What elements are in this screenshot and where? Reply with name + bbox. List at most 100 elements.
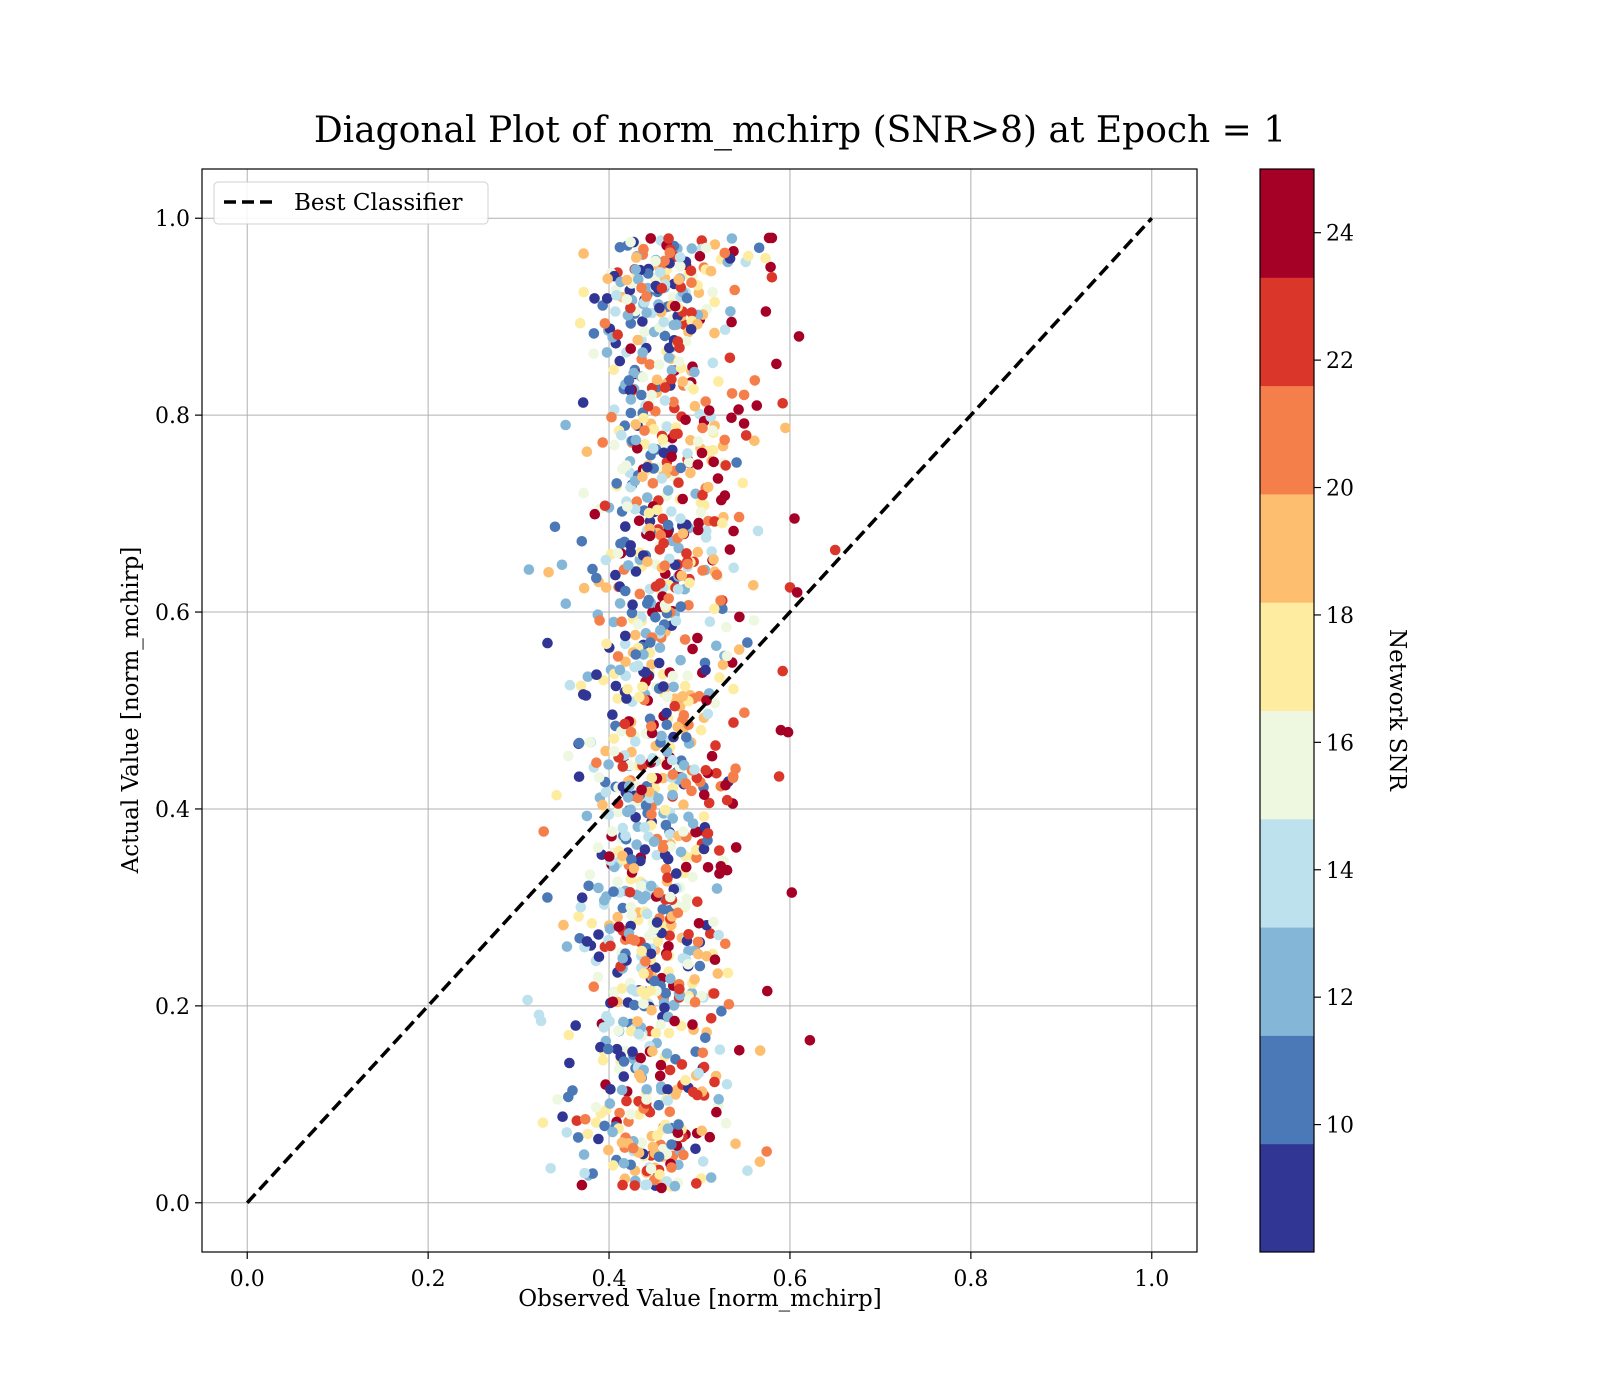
- scatter-point: [669, 300, 681, 312]
- scatter-point: [655, 1019, 666, 1030]
- scatter-point: [666, 1139, 677, 1150]
- scatter-point: [605, 940, 616, 952]
- scatter-point: [672, 336, 684, 347]
- scatter-point: [720, 938, 731, 950]
- colorbar-bin: [1260, 385, 1314, 495]
- scatter-point: [561, 941, 573, 952]
- scatter-point: [675, 601, 687, 612]
- scatter-point: [684, 577, 695, 589]
- scatter-point: [738, 389, 750, 401]
- scatter-point: [625, 901, 637, 913]
- scatter-point: [606, 826, 618, 837]
- scatter-point: [614, 664, 626, 676]
- scatter-point: [648, 423, 660, 435]
- scatter-point: [632, 792, 644, 804]
- x-tick-label: 0.2: [411, 1267, 446, 1292]
- scatter-point: [707, 425, 718, 436]
- scatter-point: [754, 1045, 766, 1056]
- scatter-point: [652, 936, 664, 947]
- scatter-point: [651, 917, 663, 928]
- scatter-point: [739, 707, 750, 718]
- scatter-point: [696, 1125, 708, 1137]
- scatter-point: [641, 1084, 652, 1095]
- scatter-point: [664, 247, 676, 258]
- scatter-point: [661, 1048, 673, 1059]
- scatter-point: [651, 849, 663, 861]
- legend-label-best-classifier: Best Classifier: [294, 190, 462, 216]
- scatter-point: [639, 822, 650, 833]
- scatter-point: [650, 255, 661, 267]
- scatter-point: [660, 863, 672, 875]
- scatter-point: [617, 902, 629, 914]
- scatter-point: [632, 443, 643, 454]
- scatter-point: [681, 732, 692, 743]
- scatter-point: [692, 632, 703, 644]
- scatter-point: [697, 1156, 709, 1167]
- scatter-point: [638, 412, 649, 424]
- scatter-point: [829, 544, 841, 556]
- scatter-point: [581, 446, 593, 458]
- scatter-point: [752, 525, 764, 537]
- scatter-point: [669, 700, 681, 712]
- scatter-point: [589, 508, 601, 520]
- scatter-point: [632, 1016, 643, 1027]
- scatter-point: [694, 960, 706, 972]
- scatter-point: [700, 765, 712, 776]
- scatter-point: [708, 988, 720, 999]
- scatter-point: [662, 485, 674, 496]
- scatter-point: [702, 481, 714, 493]
- scatter-point: [610, 569, 621, 581]
- scatter-point: [686, 277, 697, 289]
- scatter-point: [652, 504, 663, 516]
- scatter-point: [648, 836, 660, 847]
- scatter-point: [689, 996, 701, 1008]
- scatter-point: [675, 261, 686, 272]
- scatter-point: [695, 724, 707, 736]
- scatter-point: [575, 901, 587, 913]
- scatter-point: [728, 717, 739, 728]
- scatter-point: [717, 603, 728, 615]
- scatter-point: [633, 1028, 645, 1040]
- scatter-point: [664, 342, 675, 354]
- scatter-point: [664, 1106, 676, 1118]
- scatter-point: [604, 1016, 615, 1027]
- scatter-point: [762, 985, 773, 997]
- scatter-point: [618, 1158, 630, 1169]
- scatter-point: [709, 1076, 720, 1088]
- scatter-point: [674, 251, 686, 263]
- scatter-point: [622, 792, 634, 803]
- scatter-point: [637, 316, 648, 327]
- scatter-point: [740, 430, 752, 441]
- scatter-point: [656, 1182, 667, 1194]
- scatter-point: [654, 1169, 665, 1180]
- scatter-point: [621, 274, 633, 286]
- scatter-point: [603, 1144, 614, 1156]
- scatter-point: [571, 1115, 583, 1126]
- scatter-point: [680, 861, 692, 873]
- scatter-point: [636, 389, 647, 401]
- scatter-point: [697, 565, 708, 576]
- scatter-point: [628, 863, 640, 874]
- scatter-point: [679, 634, 691, 645]
- scatter-point: [590, 1117, 602, 1128]
- scatter-point: [636, 282, 647, 294]
- scatter-point: [632, 618, 644, 630]
- scatter-point: [690, 827, 701, 838]
- scatter-point: [582, 671, 594, 682]
- scatter-point: [653, 657, 665, 669]
- scatter-point: [682, 959, 694, 970]
- scatter-point: [766, 272, 778, 283]
- scatter-point: [581, 936, 593, 947]
- scatter-point: [726, 316, 737, 328]
- scatter-point: [621, 1095, 632, 1107]
- scatter-point: [660, 987, 672, 999]
- scatter-point: [576, 536, 588, 547]
- scatter-point: [765, 261, 776, 273]
- colorbar-bin: [1260, 1143, 1314, 1253]
- scatter-point: [583, 880, 594, 892]
- scatter-point: [599, 318, 611, 329]
- colorbar-ticks: 10 12 14 16 18 20 22 24: [1314, 222, 1354, 1139]
- scatter-point: [650, 1027, 662, 1039]
- scatter-point: [655, 529, 667, 541]
- scatter-point: [661, 691, 673, 703]
